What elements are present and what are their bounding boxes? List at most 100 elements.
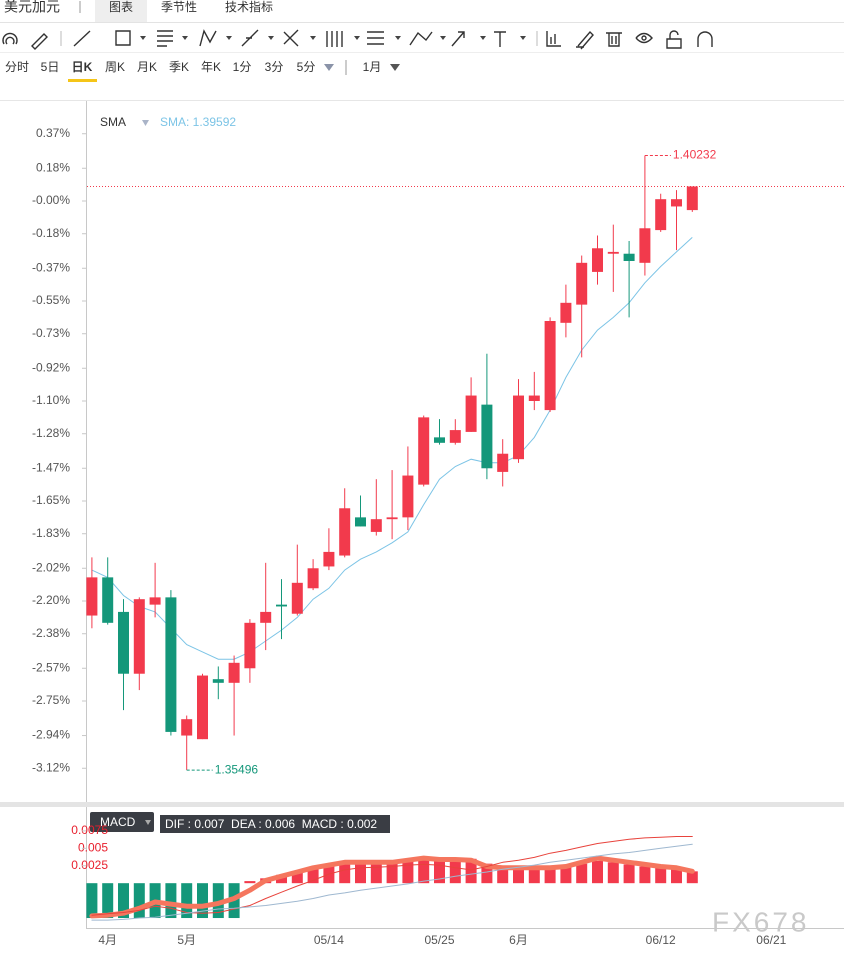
dropdown-arrow[interactable]	[395, 36, 401, 40]
y-tick-label: -0.73%	[32, 326, 70, 340]
tool-icon[interactable]	[115, 30, 131, 46]
indicator-button[interactable]	[90, 812, 154, 832]
x-tick-label: 05/25	[424, 933, 454, 947]
indicator-name[interactable]: MACD	[100, 815, 136, 829]
period[interactable]: 1分	[233, 60, 252, 74]
macd-bar	[513, 867, 524, 884]
tool-icon[interactable]	[157, 30, 173, 47]
tool-icon[interactable]	[409, 31, 433, 46]
macd-bar	[592, 860, 603, 884]
tool-icon[interactable]	[241, 29, 259, 47]
tool-icon[interactable]	[635, 32, 653, 44]
tool-icon[interactable]	[697, 31, 713, 47]
macd-bar	[481, 863, 493, 884]
y-tick-label: -2.57%	[32, 660, 70, 674]
range[interactable]: 1月	[363, 60, 382, 74]
dropdown-arrow[interactable]	[145, 820, 151, 825]
candle-body	[418, 417, 430, 485]
macd-bar	[655, 867, 667, 884]
tool-icon[interactable]	[576, 30, 594, 50]
tool-icon[interactable]	[326, 31, 343, 47]
tool-icon[interactable]	[367, 31, 384, 45]
period[interactable]: 周K	[105, 60, 125, 74]
dropdown-arrow[interactable]	[440, 36, 446, 40]
candle-body	[639, 228, 651, 263]
period[interactable]: 年K	[201, 60, 221, 74]
tool-icon[interactable]	[666, 30, 682, 49]
candle-body	[291, 582, 303, 614]
period[interactable]: 5日	[41, 60, 60, 74]
period[interactable]: 月K	[137, 60, 157, 74]
candle-body	[307, 568, 319, 589]
candle-body	[528, 395, 540, 401]
period[interactable]: 日K	[72, 60, 93, 74]
y-tick-label: -0.00%	[32, 193, 70, 207]
period[interactable]: 3分	[265, 60, 284, 74]
y-tick-label: -2.94%	[32, 728, 70, 742]
tool-icon[interactable]	[199, 29, 217, 47]
candle-body	[465, 395, 477, 432]
macd-line	[89, 855, 695, 919]
macd-bar	[623, 864, 635, 884]
x-tick-label: 5月	[177, 933, 196, 947]
tool-icon[interactable]	[73, 30, 91, 47]
y-tick-label: -0.55%	[32, 293, 70, 307]
macd-bar	[576, 863, 588, 884]
period[interactable]: 5分	[297, 60, 316, 74]
dropdown-arrow[interactable]	[310, 36, 316, 40]
tab[interactable]: 季节性	[161, 0, 197, 14]
tool-icon[interactable]	[2, 32, 18, 45]
period[interactable]: 分时	[5, 60, 29, 74]
macd-bar	[639, 866, 651, 884]
macd-bar	[386, 861, 398, 884]
y-tick-label: -0.18%	[32, 226, 70, 240]
y-tick-label: 0.18%	[36, 160, 70, 174]
dropdown-arrow[interactable]	[140, 36, 146, 40]
tool-icon[interactable]	[451, 31, 465, 47]
dropdown-arrow[interactable]	[142, 120, 149, 126]
dropdown-arrow[interactable]	[390, 64, 400, 71]
period[interactable]: 季K	[169, 60, 189, 74]
macd-bar	[323, 863, 335, 884]
dropdown-arrow[interactable]	[324, 64, 334, 71]
macd-bar	[402, 860, 414, 884]
macd-bar	[102, 883, 114, 919]
tab[interactable]: 图表	[109, 0, 133, 14]
y-tick-label: -2.75%	[32, 693, 70, 707]
macd-bar	[560, 865, 572, 884]
tool-icon[interactable]	[494, 31, 506, 47]
tab-active-bg[interactable]	[95, 0, 147, 22]
y-tick-label: -0.37%	[32, 260, 70, 274]
y-tick-label: 0.0025	[71, 858, 108, 872]
candle-body	[181, 719, 193, 736]
macd-bar	[165, 883, 177, 919]
dropdown-arrow[interactable]	[354, 36, 360, 40]
dropdown-arrow[interactable]	[268, 36, 274, 40]
dropdown-arrow[interactable]	[480, 36, 486, 40]
macd-bar	[607, 862, 619, 884]
macd-bar	[465, 858, 477, 884]
candle-body	[149, 597, 161, 605]
y-tick-label: -2.20%	[32, 593, 70, 607]
macd-bar	[528, 867, 540, 884]
tab[interactable]: 技术指标	[225, 0, 273, 14]
tool-icon[interactable]	[606, 32, 622, 47]
macd-bar	[86, 883, 98, 919]
candle-body	[86, 577, 98, 616]
macd-bar	[449, 858, 461, 884]
macd-bar	[276, 874, 287, 884]
candle-body	[244, 622, 256, 669]
tool-icon[interactable]	[546, 31, 561, 47]
dropdown-arrow[interactable]	[520, 36, 526, 40]
x-tick-label: 4月	[98, 933, 117, 947]
tool-icon[interactable]	[283, 29, 299, 47]
dropdown-arrow[interactable]	[226, 36, 232, 40]
tool-icon[interactable]	[31, 33, 48, 50]
macd-line	[91, 843, 693, 921]
candle-body	[386, 517, 398, 520]
candle-body	[671, 199, 682, 207]
y-tick-label: -1.65%	[32, 493, 70, 507]
macd-bar	[370, 862, 382, 884]
dropdown-arrow[interactable]	[182, 36, 188, 40]
